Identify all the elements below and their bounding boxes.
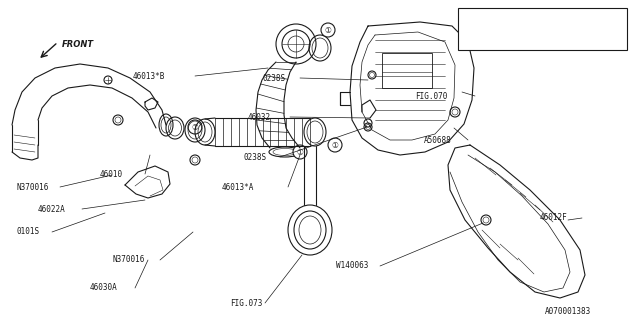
Text: ①: ① bbox=[324, 26, 332, 35]
Text: 46032: 46032 bbox=[248, 113, 271, 122]
Text: FIG.073: FIG.073 bbox=[230, 299, 262, 308]
Text: 46013*A: 46013*A bbox=[222, 182, 254, 191]
Text: W140063: W140063 bbox=[336, 261, 369, 270]
Text: 0238S: 0238S bbox=[243, 153, 266, 162]
Text: ①: ① bbox=[332, 140, 339, 149]
Bar bbox=[458, 8, 627, 50]
Text: 46013*B: 46013*B bbox=[133, 71, 165, 81]
Text: A070001383: A070001383 bbox=[545, 307, 591, 316]
Text: 0101S: 0101S bbox=[16, 228, 39, 236]
Text: 46010: 46010 bbox=[100, 170, 123, 179]
Text: A50688: A50688 bbox=[424, 135, 452, 145]
Text: 0238S: 0238S bbox=[262, 74, 285, 83]
Text: 46022A: 46022A bbox=[38, 204, 66, 213]
Text: 46012F: 46012F bbox=[540, 213, 568, 222]
Circle shape bbox=[321, 23, 335, 37]
Text: F984150(1710-): F984150(1710-) bbox=[484, 34, 548, 43]
Text: N370016: N370016 bbox=[112, 255, 145, 265]
Text: ①: ① bbox=[191, 123, 198, 132]
Circle shape bbox=[293, 145, 307, 159]
Text: F98407(-1710): F98407(-1710) bbox=[484, 13, 544, 22]
Text: 46030A: 46030A bbox=[90, 284, 118, 292]
Bar bbox=[382, 53, 432, 88]
Text: FIG.070: FIG.070 bbox=[415, 92, 447, 100]
Text: N370016: N370016 bbox=[16, 182, 49, 191]
Text: ①: ① bbox=[296, 148, 303, 156]
Text: FRONT: FRONT bbox=[62, 39, 94, 49]
Circle shape bbox=[465, 12, 479, 25]
Circle shape bbox=[188, 120, 202, 134]
Circle shape bbox=[328, 138, 342, 152]
Text: ①: ① bbox=[468, 15, 475, 21]
